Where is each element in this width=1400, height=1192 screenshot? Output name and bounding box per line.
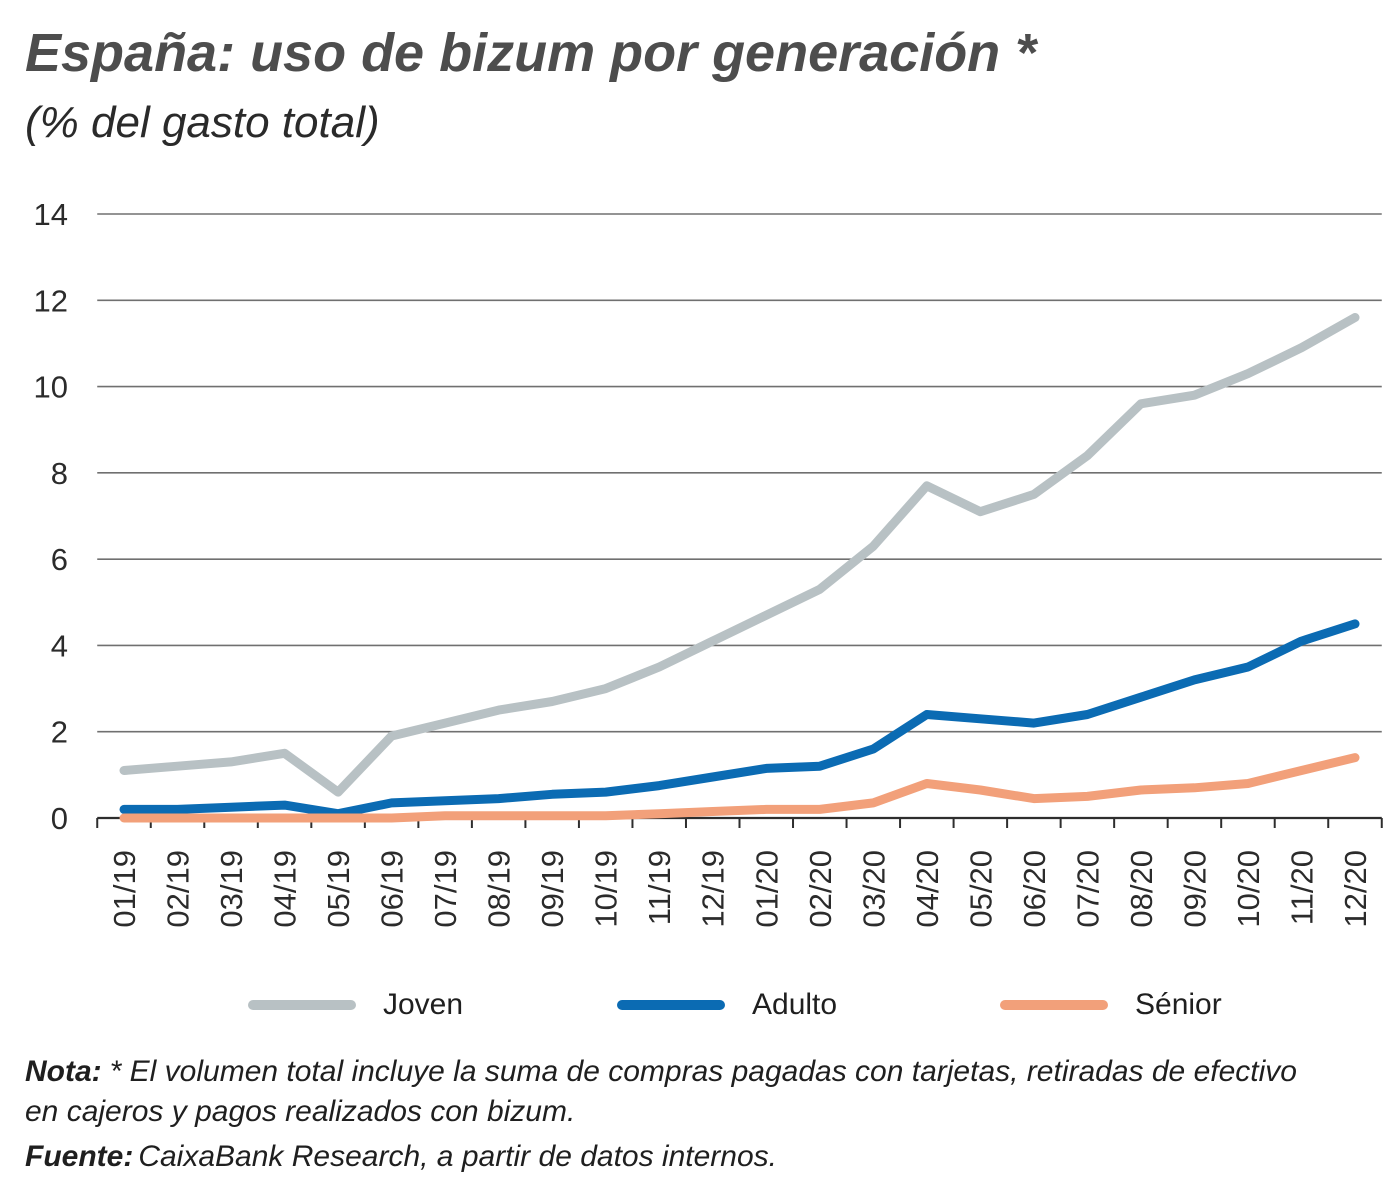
y-axis-labels: 0 2 4 6 8 10 12 14 (34, 197, 68, 836)
x-tick-label: 02/20 (803, 850, 838, 928)
series-line-joven (119, 313, 1360, 797)
x-tick-label: 12/20 (1338, 850, 1373, 928)
x-tick-label: 10/20 (1231, 850, 1266, 928)
legend-item-joven: Joven (248, 985, 463, 1025)
legend-swatch-joven (248, 1000, 356, 1010)
legend-swatch-senior (1000, 1000, 1108, 1010)
y-tick-label: 6 (51, 542, 68, 577)
x-tick-label: 06/19 (375, 850, 410, 928)
series-lines (119, 313, 1360, 823)
y-tick-label: 2 (51, 715, 68, 750)
series-line-adulto (119, 619, 1360, 819)
source-label: Fuente: (25, 1140, 134, 1173)
note-line-2: en cajeros y pagos realizados con bizum. (25, 1097, 575, 1127)
x-tick-label: 09/19 (535, 850, 570, 928)
x-tick-label: 12/19 (696, 850, 731, 928)
x-axis-labels: 01/19 02/19 03/19 04/19 05/19 06/19 07/19 08/19… (107, 850, 1373, 928)
x-tick-label: 08/19 (482, 850, 517, 928)
legend-swatch-adulto (617, 1000, 725, 1010)
source-line: Fuente: CaixaBank Research, a partir de d… (25, 1142, 777, 1172)
legend-label-joven: Joven (383, 988, 464, 1021)
x-tick-label: 04/20 (910, 850, 945, 928)
legend-label-adulto: Adulto (752, 988, 838, 1021)
legend-label-senior: Sénior (1135, 988, 1222, 1021)
x-tick-label: 08/20 (1124, 850, 1159, 928)
x-tick-label: 07/19 (428, 850, 463, 928)
note-text-line-1: * El volumen total incluye la suma de co… (109, 1055, 1297, 1088)
legend-item-adulto: Adulto (617, 985, 837, 1025)
y-tick-label: 4 (51, 628, 68, 663)
y-tick-label: 14 (34, 197, 68, 232)
y-tick-label: 10 (34, 370, 68, 405)
note-text-line-2: en cajeros y pagos realizados con bizum. (25, 1095, 576, 1128)
x-tick-label: 02/19 (161, 850, 196, 928)
x-tick-label: 11/20 (1284, 850, 1319, 925)
x-tick-label: 01/20 (749, 850, 784, 928)
x-tick-label: 05/20 (963, 850, 998, 928)
y-tick-label: 0 (51, 801, 68, 836)
series-line-senior (119, 753, 1360, 823)
x-tick-label: 07/20 (1070, 850, 1105, 928)
x-tick-label: 05/19 (321, 850, 356, 928)
y-tick-label: 8 (51, 456, 68, 491)
x-tick-label: 10/19 (589, 850, 624, 928)
line-chart: 0 2 4 6 8 10 12 14 01/19 02/19 03/19 04/19 05/19 06/… (34, 197, 1383, 928)
note-line-1: Nota: * El volumen total incluye la suma … (25, 1057, 1297, 1087)
x-tick-label: 03/19 (214, 850, 249, 928)
x-tick-label: 01/19 (107, 850, 142, 928)
note-label: Nota: (25, 1055, 102, 1088)
x-tick-label: 03/20 (856, 850, 891, 928)
x-tick-label: 04/19 (268, 850, 303, 928)
x-tick-label: 09/20 (1177, 850, 1212, 928)
chart-subtitle: (% del gasto total) (25, 98, 380, 147)
x-tick-label: 11/19 (642, 850, 677, 925)
x-tick-label: 06/20 (1017, 850, 1052, 928)
gridlines (97, 213, 1382, 733)
source-text: CaixaBank Research, a partir de datos in… (138, 1140, 777, 1173)
y-tick-label: 12 (34, 283, 68, 318)
chart-title: España: uso de bizum por generación * (25, 23, 1037, 83)
legend-item-senior: Sénior (1000, 985, 1222, 1025)
